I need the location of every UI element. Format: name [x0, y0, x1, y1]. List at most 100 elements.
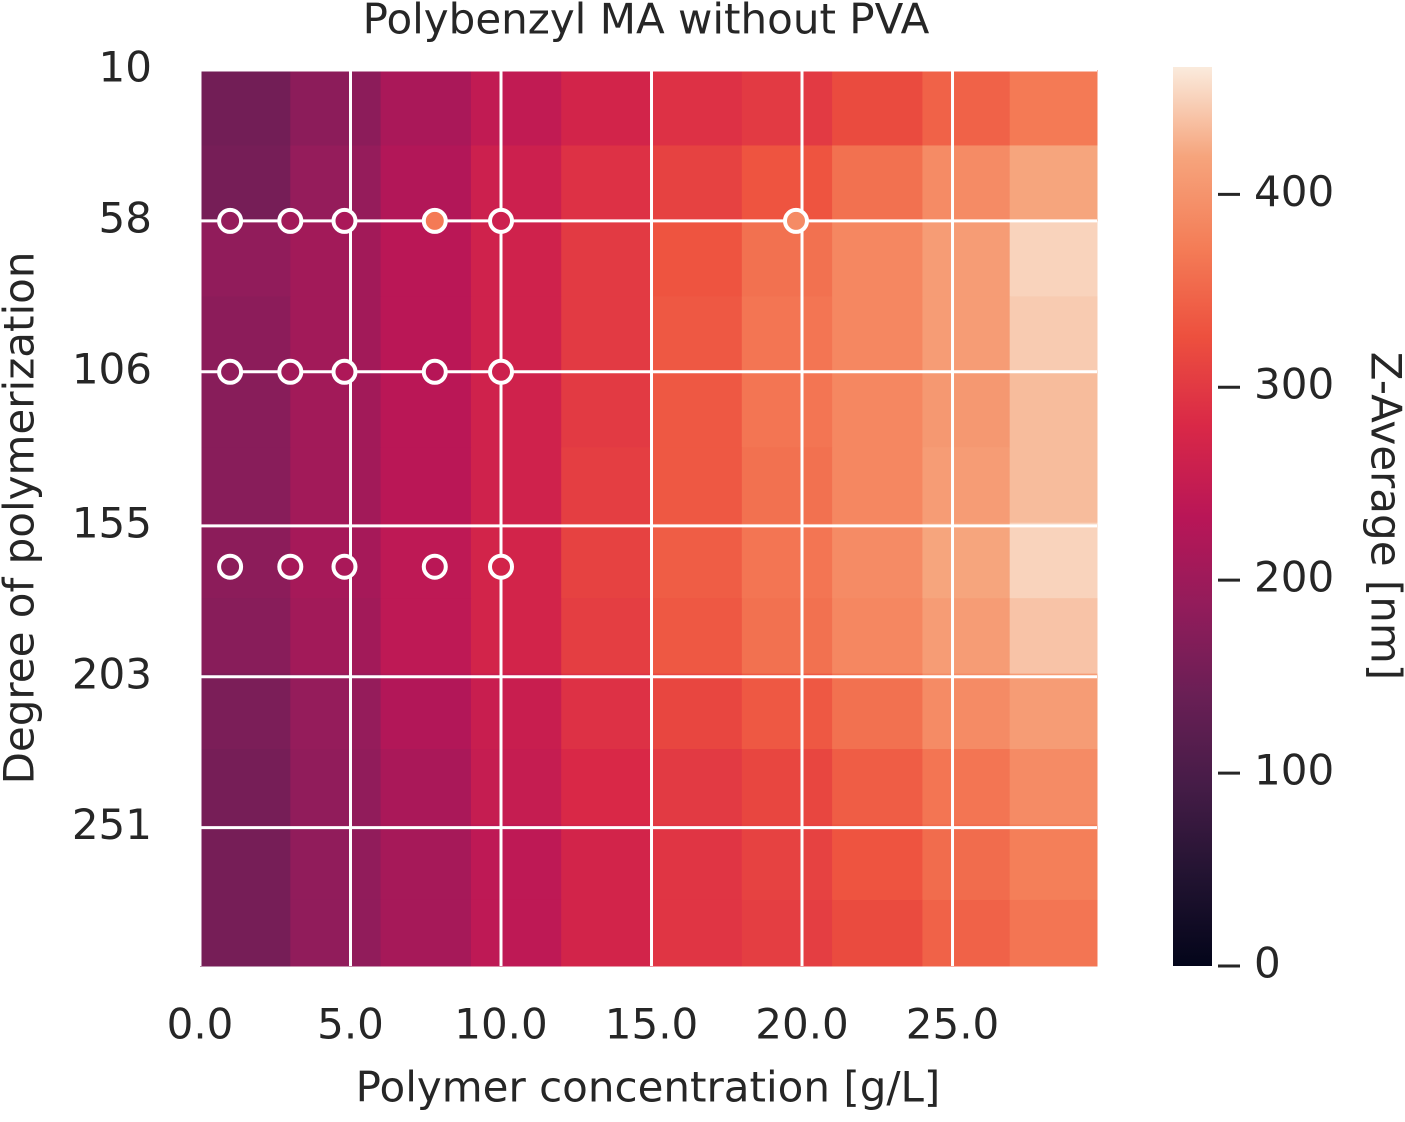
heat-cell [652, 296, 743, 372]
heat-cell [1010, 598, 1098, 674]
heat-cell [922, 749, 1010, 825]
y-tick-label: 155 [72, 498, 152, 547]
scatter-point [490, 361, 512, 383]
heat-cell [381, 598, 472, 674]
scatter-point [490, 210, 512, 232]
heat-cell [832, 372, 923, 448]
y-axis-label: Degree of polymerization [0, 252, 44, 785]
heat-cell [561, 296, 652, 372]
heat-cell [381, 447, 472, 523]
heat-cell [290, 749, 381, 825]
heat-cell [381, 296, 472, 372]
heat-cell [742, 221, 833, 297]
heat-cell [832, 296, 923, 372]
heat-cell [381, 825, 472, 901]
heat-cell [922, 900, 1010, 967]
heat-cell [742, 523, 833, 599]
heat-cell [200, 296, 291, 372]
heat-cell [652, 674, 743, 750]
heat-cell [1010, 447, 1098, 523]
scatter-point [219, 556, 241, 578]
heat-cell [832, 523, 923, 599]
heat-cell [832, 598, 923, 674]
heat-cell [290, 372, 381, 448]
heat-cell [922, 145, 1010, 221]
scatter-point [333, 361, 355, 383]
heat-cell [742, 70, 833, 146]
heat-cell [832, 674, 923, 750]
heat-cell [742, 598, 833, 674]
heat-cell [1010, 372, 1098, 448]
x-tick-label: 20.0 [755, 1000, 849, 1049]
heat-cell [471, 825, 562, 901]
heat-cell [290, 900, 381, 967]
heat-cell [290, 674, 381, 750]
heat-cell [832, 447, 923, 523]
heat-cell [471, 749, 562, 825]
heat-cell [1010, 296, 1098, 372]
scatter-point [424, 361, 446, 383]
heat-cell [561, 145, 652, 221]
heat-cell [381, 749, 472, 825]
x-tick-label: 15.0 [605, 1000, 699, 1049]
heat-cell [832, 145, 923, 221]
heat-cell [290, 825, 381, 901]
heat-cell [381, 674, 472, 750]
heat-cell [742, 825, 833, 901]
heat-cell [471, 145, 562, 221]
heat-cell [200, 749, 291, 825]
scatter-point [279, 361, 301, 383]
heat-cell [652, 372, 743, 448]
heat-cell [471, 70, 562, 146]
heat-cell [381, 70, 472, 146]
heat-cell [832, 900, 923, 967]
scatter-point [219, 210, 241, 232]
heat-cell [200, 523, 291, 599]
heat-cell [922, 825, 1010, 901]
heat-cell [832, 221, 923, 297]
colorbar-tick-label: 200 [1254, 553, 1334, 602]
heat-cell [561, 825, 652, 901]
scatter-point [219, 361, 241, 383]
heat-cell [832, 70, 923, 146]
y-tick-label: 203 [72, 649, 152, 698]
colorbar-label: Z-Average [nm] [1362, 352, 1405, 680]
scatter-point [279, 556, 301, 578]
heat-cell [652, 447, 743, 523]
heat-cell [561, 598, 652, 674]
heat-cell [1010, 674, 1098, 750]
scatter-point [490, 556, 512, 578]
heat-cell [1010, 900, 1098, 967]
scatter-point [424, 210, 446, 232]
heat-cell [832, 825, 923, 901]
heat-cell [471, 598, 562, 674]
heat-cell [471, 523, 562, 599]
heat-cell [200, 221, 291, 297]
heat-cell [652, 598, 743, 674]
x-tick-label: 0.0 [167, 1000, 234, 1049]
heat-cell [922, 523, 1010, 599]
heat-cell [922, 447, 1010, 523]
heat-cell [922, 296, 1010, 372]
heat-cell [200, 674, 291, 750]
heat-cell [561, 221, 652, 297]
heat-cell [1010, 825, 1098, 901]
heat-cell [561, 749, 652, 825]
colorbar [1173, 67, 1212, 966]
heat-cell [922, 674, 1010, 750]
scatter-point [333, 210, 355, 232]
chart-title: Polybenzyl MA without PVA [363, 0, 930, 44]
heat-cell [381, 900, 472, 967]
heat-cell [200, 145, 291, 221]
heat-cell [561, 900, 652, 967]
heat-cell [471, 674, 562, 750]
heat-cell [652, 145, 743, 221]
heat-cell [1010, 221, 1098, 297]
heat-cell [561, 674, 652, 750]
y-tick-label: 106 [72, 344, 152, 393]
heat-cell [742, 447, 833, 523]
heat-cell [471, 372, 562, 448]
heat-cell [742, 296, 833, 372]
heat-cell [561, 372, 652, 448]
